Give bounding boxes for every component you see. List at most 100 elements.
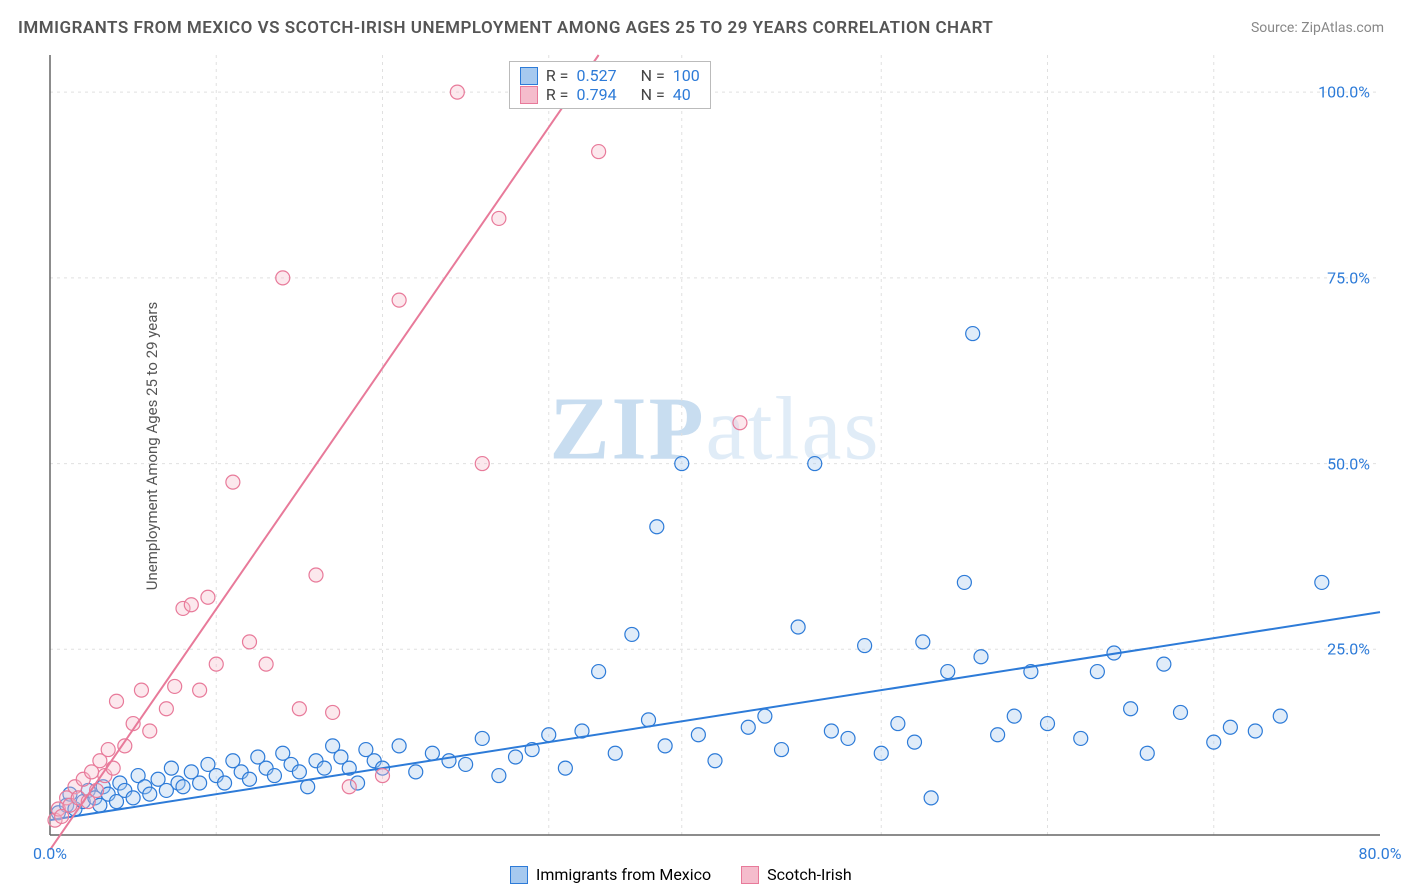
- data-point: [101, 743, 115, 757]
- data-point: [608, 746, 622, 760]
- data-point: [326, 705, 340, 719]
- legend-label: Immigrants from Mexico: [536, 865, 711, 884]
- y-tick-label: 50.0%: [1327, 454, 1380, 473]
- trend-line: [50, 55, 599, 850]
- data-point: [209, 657, 223, 671]
- data-point: [691, 728, 705, 742]
- data-point: [450, 85, 464, 99]
- data-point: [1273, 709, 1287, 723]
- data-point: [650, 520, 664, 534]
- plot-area: ZIPatlas R =0.527 N =100R =0.794 N =40 2…: [50, 55, 1380, 835]
- data-point: [741, 720, 755, 734]
- data-point: [991, 728, 1005, 742]
- data-point: [184, 598, 198, 612]
- data-point: [475, 731, 489, 745]
- data-point: [1207, 735, 1221, 749]
- correlation-legend: R = 0.527 N = 100 R = 0.794 N = 40: [509, 61, 711, 109]
- data-point: [193, 683, 207, 697]
- data-point: [658, 739, 672, 753]
- data-point: [1124, 702, 1138, 716]
- data-point: [916, 635, 930, 649]
- data-point: [558, 761, 572, 775]
- data-point: [301, 780, 315, 794]
- series-legend: Immigrants from Mexico Scotch-Irish: [510, 865, 852, 884]
- data-point: [106, 761, 120, 775]
- legend-row: R = 0.527 N = 100: [520, 66, 700, 85]
- data-point: [392, 739, 406, 753]
- data-point: [1315, 575, 1329, 589]
- legend-r-label: R =: [546, 85, 569, 104]
- legend-n-label: N =: [641, 85, 665, 104]
- data-point: [592, 665, 606, 679]
- data-point: [143, 787, 157, 801]
- data-point: [708, 754, 722, 768]
- data-point: [824, 724, 838, 738]
- legend-n-label: N =: [641, 66, 665, 85]
- data-point: [1090, 665, 1104, 679]
- data-point: [475, 457, 489, 471]
- legend-r-label: R =: [546, 66, 569, 85]
- data-point: [159, 702, 173, 716]
- data-point: [126, 791, 140, 805]
- legend-n-value: 100: [673, 66, 700, 85]
- data-point: [675, 457, 689, 471]
- x-tick-label: 80.0%: [1359, 844, 1402, 863]
- data-point: [592, 145, 606, 159]
- data-point: [193, 776, 207, 790]
- data-point: [858, 639, 872, 653]
- y-tick-label: 100.0%: [1318, 83, 1380, 102]
- data-point: [292, 765, 306, 779]
- data-point: [1157, 657, 1171, 671]
- data-point: [775, 743, 789, 757]
- source-attribution: Source: ZipAtlas.com: [1251, 20, 1384, 36]
- data-point: [758, 709, 772, 723]
- data-point: [924, 791, 938, 805]
- data-point: [459, 757, 473, 771]
- data-point: [957, 575, 971, 589]
- legend-r-value: 0.527: [576, 66, 616, 85]
- data-point: [201, 590, 215, 604]
- data-point: [134, 683, 148, 697]
- data-point: [292, 702, 306, 716]
- chart-title: IMMIGRANTS FROM MEXICO VS SCOTCH-IRISH U…: [18, 18, 993, 38]
- data-point: [891, 717, 905, 731]
- data-point: [1140, 746, 1154, 760]
- legend-r-value: 0.794: [576, 85, 616, 104]
- data-point: [376, 769, 390, 783]
- data-point: [1074, 731, 1088, 745]
- data-point: [791, 620, 805, 634]
- data-point: [143, 724, 157, 738]
- data-point: [218, 776, 232, 790]
- data-point: [941, 665, 955, 679]
- data-point: [966, 327, 980, 341]
- legend-label: Scotch-Irish: [767, 865, 852, 884]
- data-point: [164, 761, 178, 775]
- legend-item: Scotch-Irish: [741, 865, 852, 884]
- data-point: [492, 211, 506, 225]
- data-point: [733, 416, 747, 430]
- legend-item: Immigrants from Mexico: [510, 865, 711, 884]
- data-point: [392, 293, 406, 307]
- data-point: [276, 271, 290, 285]
- data-point: [492, 769, 506, 783]
- data-point: [243, 772, 257, 786]
- data-point: [625, 627, 639, 641]
- legend-swatch: [520, 67, 538, 85]
- data-point: [168, 679, 182, 693]
- data-point: [409, 765, 423, 779]
- data-point: [874, 746, 888, 760]
- data-point: [1041, 717, 1055, 731]
- data-point: [259, 657, 273, 671]
- data-point: [974, 650, 988, 664]
- legend-swatch: [520, 86, 538, 104]
- data-point: [442, 754, 456, 768]
- data-point: [317, 761, 331, 775]
- data-point: [808, 457, 822, 471]
- scatter-chart: [50, 55, 1380, 835]
- legend-swatch: [741, 866, 759, 884]
- data-point: [1223, 720, 1237, 734]
- legend-n-value: 40: [673, 85, 691, 104]
- data-point: [176, 780, 190, 794]
- data-point: [226, 475, 240, 489]
- data-point: [1174, 705, 1188, 719]
